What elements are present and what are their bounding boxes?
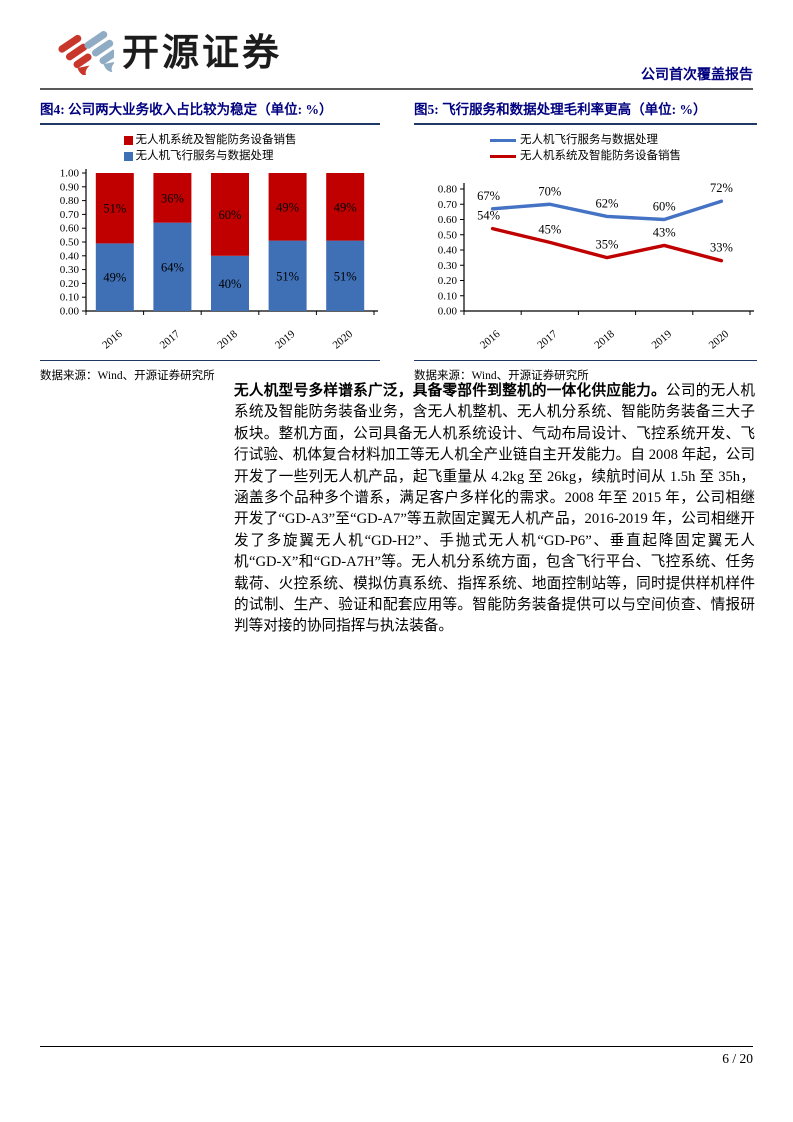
y-tick-label: 0.60 xyxy=(438,214,458,226)
line-data-label: 35% xyxy=(596,238,619,252)
legend-square-swatch xyxy=(123,151,133,161)
bar-data-label: 64% xyxy=(161,260,184,274)
bar-data-label: 51% xyxy=(334,269,357,283)
legend-label: 无人机系统及智能防务设备销售 xyxy=(520,150,681,162)
bar-data-label: 49% xyxy=(103,271,126,285)
legend-line-swatch xyxy=(490,154,516,158)
bar-data-label: 51% xyxy=(276,269,299,283)
line-data-label: 62% xyxy=(596,196,619,210)
figure-5-title: 图5: 飞行服务和数据处理毛利率更高（单位: %） xyxy=(414,98,757,125)
line-chart: 0.00 0.10 0.20 0.30 0.40 0.50 0.60 0.70 0.80 2016… xyxy=(438,181,754,352)
brand-name: 开源证券 xyxy=(122,32,282,73)
x-tick-label: 2017 xyxy=(535,328,560,352)
legend-square-swatch xyxy=(123,135,133,145)
y-tick-label: 0.20 xyxy=(438,275,458,287)
y-tick-label: 0.70 xyxy=(60,209,80,221)
bar-segment xyxy=(211,255,249,311)
line-series xyxy=(490,199,724,222)
y-tick-label: 0.20 xyxy=(60,278,80,290)
bar-data-label: 49% xyxy=(276,200,299,214)
x-tick-label: 2018 xyxy=(215,328,240,352)
x-tick-label: 2017 xyxy=(158,328,183,352)
y-tick-label: 0.00 xyxy=(438,306,458,318)
bar-segment xyxy=(326,173,365,241)
y-tick-label: 0.40 xyxy=(60,250,80,262)
figure-5: 图5: 飞行服务和数据处理毛利率更高（单位: %） 无人机飞行服务与数据处理 无人… xyxy=(414,98,757,383)
page-number: 6 / 20 xyxy=(722,1051,753,1066)
figure-4-source: 数据来源：Wind、开源证券研究所 xyxy=(40,370,215,382)
y-tick-label: 0.30 xyxy=(60,264,80,276)
figure-5-source: 数据来源：Wind、开源证券研究所 xyxy=(414,370,589,382)
bar-data-label: 60% xyxy=(219,208,242,222)
x-tick-label: 2016 xyxy=(478,328,503,352)
bar-segment xyxy=(95,173,134,244)
line-data-label: 45% xyxy=(538,222,561,236)
y-tick-label: 1.00 xyxy=(60,168,80,180)
y-tick-label: 0.40 xyxy=(438,245,458,257)
bar-segment xyxy=(153,222,192,311)
x-tick-label: 2019 xyxy=(273,328,298,352)
x-tick-label: 2020 xyxy=(707,328,732,352)
x-tick-label: 2016 xyxy=(100,328,125,352)
bar-segment xyxy=(153,173,192,223)
figure-4-body: 无人机系统及智能防务设备销售 无人机飞行服务与数据处理 0.00 0.10 0.20 0… xyxy=(40,125,380,361)
y-tick-label: 0.60 xyxy=(60,223,80,235)
line-data-label: 43% xyxy=(653,225,676,239)
brand-logo: 开源证券 xyxy=(56,22,282,76)
body-main-text: 公司的无人机系统及智能防务装备业务，含无人机整机、无人机分系统、智能防务装备三大… xyxy=(234,383,755,635)
figure-5-body: 无人机飞行服务与数据处理 无人机系统及智能防务设备销售 0.00 0.10 0.20 0… xyxy=(414,125,757,361)
x-tick-label: 2019 xyxy=(650,328,675,352)
legend-label: 无人机系统及智能防务设备销售 xyxy=(135,134,297,146)
bar-segment xyxy=(268,173,307,241)
figures-section: 图4: 公司两大业务收入占比较为稳定（单位: %） 无人机系统及智能防务设备销售… xyxy=(40,98,757,383)
brand-logo-icon xyxy=(58,31,114,75)
figure-5-legend: 无人机飞行服务与数据处理无人机系统及智能防务设备销售 xyxy=(414,133,757,163)
line-data-label: 54% xyxy=(477,209,500,223)
line-data-label: 72% xyxy=(710,181,733,195)
footer-divider xyxy=(40,1046,753,1047)
y-tick-label: 0.70 xyxy=(438,199,458,211)
legend-label: 无人机飞行服务与数据处理 xyxy=(520,134,658,146)
y-tick-label: 0.50 xyxy=(438,229,458,241)
figure-4-title: 图4: 公司两大业务收入占比较为稳定（单位: %） xyxy=(40,98,380,125)
line-data-label: 60% xyxy=(653,200,676,214)
line-data-label: 70% xyxy=(538,184,561,198)
page-header: 开源证券 公司首次覆盖报告 xyxy=(40,0,753,90)
bar-segment xyxy=(326,240,365,311)
legend-line-swatch xyxy=(490,138,516,142)
legend-item: 无人机系统及智能防务设备销售 xyxy=(490,149,681,163)
y-tick-label: 0.50 xyxy=(60,237,80,249)
line-data-label: 67% xyxy=(477,189,500,203)
bar-data-label: 51% xyxy=(103,202,126,216)
line-series xyxy=(490,226,724,263)
y-tick-label: 0.90 xyxy=(60,181,80,193)
legend-item: 无人机飞行服务与数据处理 xyxy=(490,133,658,147)
legend-item: 无人机飞行服务与数据处理 xyxy=(123,149,274,163)
y-tick-label: 0.10 xyxy=(60,292,80,304)
x-tick-label: 2020 xyxy=(331,328,356,352)
y-tick-label: 0.30 xyxy=(438,260,458,272)
stacked-bar-chart: 0.00 0.10 0.20 0.30 0.400.50 0.60 0.70 0.80 0.90… xyxy=(60,168,378,352)
bar-data-label: 49% xyxy=(334,200,357,214)
figure-4: 图4: 公司两大业务收入占比较为稳定（单位: %） 无人机系统及智能防务设备销售… xyxy=(40,98,380,383)
bar-data-label: 36% xyxy=(161,191,184,205)
report-type-label: 公司首次覆盖报告 xyxy=(641,68,753,83)
y-tick-label: 0.00 xyxy=(60,306,80,318)
legend-item: 无人机系统及智能防务设备销售 xyxy=(123,133,297,147)
body-lead-bold: 无人机型号多样谱系广泛，具备零部件到整机的一体化供应能力。 xyxy=(234,383,666,399)
line-data-label: 33% xyxy=(710,241,733,255)
legend-label: 无人机飞行服务与数据处理 xyxy=(135,150,274,162)
y-tick-label: 0.10 xyxy=(438,290,458,302)
x-tick-label: 2018 xyxy=(592,328,617,352)
y-tick-label: 0.80 xyxy=(438,184,458,196)
bar-segment xyxy=(95,243,134,311)
figure-4-legend: 无人机系统及智能防务设备销售 无人机飞行服务与数据处理 xyxy=(40,133,380,163)
body-paragraph: 无人机型号多样谱系广泛，具备零部件到整机的一体化供应能力。公司的无人机系统及智能… xyxy=(234,381,755,638)
y-tick-label: 0.80 xyxy=(60,195,80,207)
bar-segment xyxy=(268,240,307,311)
bar-data-label: 40% xyxy=(219,277,242,291)
bar-segment xyxy=(211,173,249,256)
